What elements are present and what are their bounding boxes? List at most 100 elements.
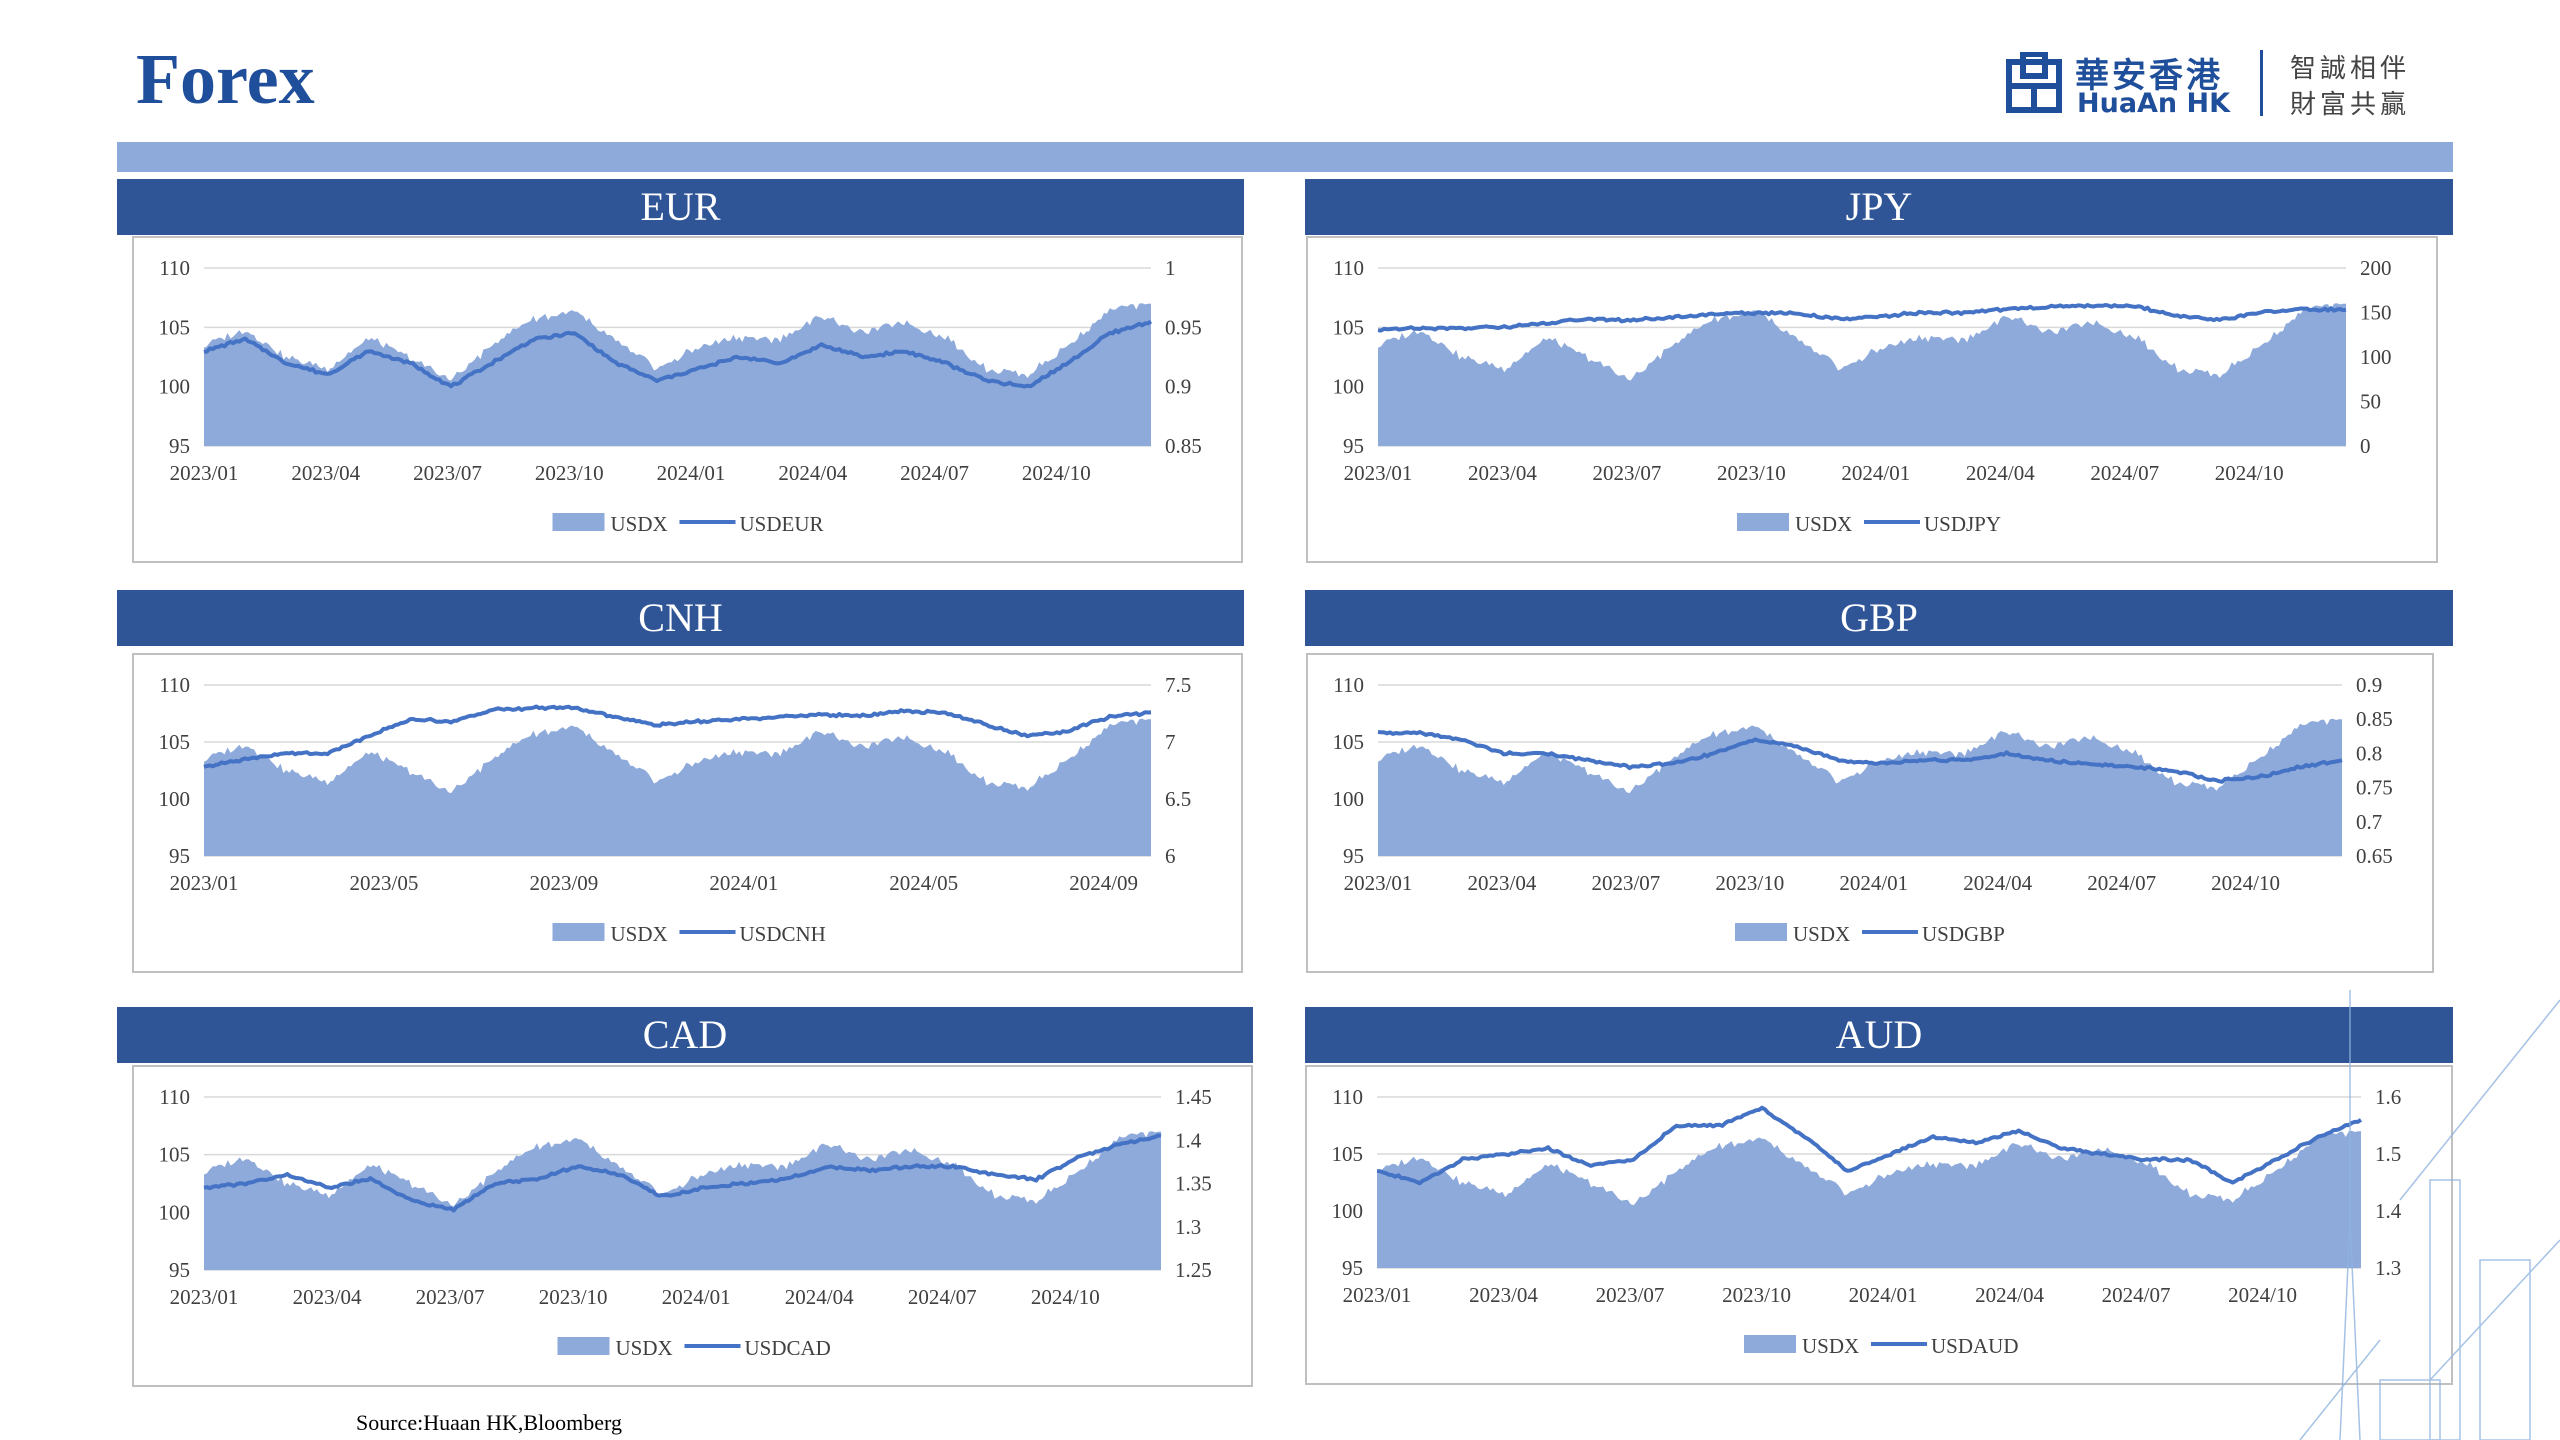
x-tick-label: 2024/01 xyxy=(662,1285,731,1309)
x-tick-label: 2024/04 xyxy=(785,1285,854,1309)
legend-label-area: USDX xyxy=(1802,1334,1859,1358)
y-right-tick-label: 1.3 xyxy=(1175,1215,1201,1239)
legend-label-area: USDX xyxy=(1793,922,1850,946)
y-right-tick-label: 200 xyxy=(2360,256,2392,280)
source-note: Source:Huaan HK,Bloomberg xyxy=(356,1410,622,1435)
chart-aud-svg: 110 105 100 95 1.6 1.5 1.4 1.3 2023/01 2023/04 202… xyxy=(1332,1085,2402,1358)
chart-gbp: 110 105 100 95 0.9 0.85 0.8 0.75 0.7 0.65 2023/01 2… xyxy=(1306,653,2434,973)
legend-swatch-area xyxy=(1744,1335,1796,1353)
y-right-tick-label: 1.6 xyxy=(2375,1085,2401,1109)
x-tick-label: 2024/01 xyxy=(709,871,778,895)
legend-swatch-area xyxy=(1735,923,1787,941)
x-tick-label: 2023/09 xyxy=(529,871,598,895)
panel-header-aud: AUD xyxy=(1305,1007,2453,1063)
x-tick-label: 2023/10 xyxy=(535,461,604,485)
y-left-tick-label: 100 xyxy=(159,1200,191,1224)
x-tick-label: 2024/01 xyxy=(1849,1283,1918,1307)
y-left-tick-label: 110 xyxy=(1333,673,1364,697)
legend-swatch-area xyxy=(1737,513,1789,531)
series-line-usdcad xyxy=(203,1133,1162,1213)
x-tick-label: 2023/07 xyxy=(1591,871,1660,895)
x-tick-label: 2024/07 xyxy=(2087,871,2156,895)
y-left-tick-label: 110 xyxy=(1333,256,1364,280)
y-right-tick-label: 1.3 xyxy=(2375,1256,2401,1280)
x-tick-label: 2024/07 xyxy=(900,461,969,485)
series-area-usdx xyxy=(1377,1130,2361,1268)
x-tick-label: 2024/09 xyxy=(1069,871,1138,895)
legend-label-line: USDCAD xyxy=(745,1336,831,1360)
x-tick-label: 2024/07 xyxy=(2090,461,2159,485)
panel-header-gbp: GBP xyxy=(1305,590,2453,646)
x-tick-label: 2023/07 xyxy=(413,461,482,485)
legend-label-line: USDAUD xyxy=(1931,1334,2019,1358)
series-line-usdcnh xyxy=(203,704,1152,769)
x-tick-label: 2023/10 xyxy=(1717,461,1786,485)
chart-jpy-svg: 110 105 100 95 200 150 100 50 0 2023/01 2023/04 202… xyxy=(1333,256,2392,536)
y-right-tick-label: 0.9 xyxy=(1165,375,1191,399)
legend-label-area: USDX xyxy=(611,512,668,536)
x-tick-label: 2023/10 xyxy=(539,1285,608,1309)
panel-header-cnh: CNH xyxy=(117,590,1244,646)
chart-eur-svg: 110 105 100 95 1 0.95 0.9 0.85 2023/01 2023/04 202… xyxy=(159,256,1202,536)
y-right-tick-label: 0.95 xyxy=(1165,315,1202,339)
x-tick-label: 2024/07 xyxy=(2102,1283,2171,1307)
logo-divider xyxy=(2260,50,2263,116)
chart-cad: 110 105 100 95 1.45 1.4 1.35 1.3 1.25 2023/01 2023… xyxy=(132,1065,1253,1387)
y-left-tick-label: 95 xyxy=(1342,1256,1363,1280)
x-tick-label: 2023/01 xyxy=(1343,1283,1412,1307)
x-tick-label: 2023/04 xyxy=(1468,871,1537,895)
y-right-tick-label: 7 xyxy=(1165,730,1176,754)
x-tick-label: 2023/04 xyxy=(291,461,360,485)
y-left-tick-label: 110 xyxy=(159,256,190,280)
series-area-usdx xyxy=(1378,303,2346,446)
legend-label-line: USDEUR xyxy=(740,512,824,536)
y-left-tick-label: 110 xyxy=(159,1085,190,1109)
x-tick-label: 2024/10 xyxy=(2211,871,2280,895)
y-right-tick-label: 1.5 xyxy=(2375,1142,2401,1166)
chart-cad-svg: 110 105 100 95 1.45 1.4 1.35 1.3 1.25 2023/01 2023… xyxy=(159,1085,1212,1360)
y-left-tick-label: 105 xyxy=(1333,730,1365,754)
y-right-tick-label: 0.7 xyxy=(2356,810,2382,834)
y-left-tick-label: 105 xyxy=(1332,1142,1364,1166)
y-left-tick-label: 105 xyxy=(159,730,191,754)
x-tick-label: 2023/07 xyxy=(416,1285,485,1309)
series-line-usdaud xyxy=(1376,1105,2363,1186)
x-tick-label: 2024/10 xyxy=(2228,1283,2297,1307)
x-tick-label: 2023/01 xyxy=(1344,461,1413,485)
legend-label-area: USDX xyxy=(616,1336,673,1360)
series-line-usdjpy xyxy=(1377,303,2347,333)
x-tick-label: 2024/04 xyxy=(1963,871,2032,895)
x-tick-label: 2023/01 xyxy=(170,871,239,895)
y-right-tick-label: 0.8 xyxy=(2356,741,2382,765)
chart-jpy: 110 105 100 95 200 150 100 50 0 2023/01 2023/04 202… xyxy=(1306,236,2438,563)
legend-swatch-area xyxy=(552,923,605,941)
y-right-tick-label: 0.75 xyxy=(2356,776,2393,800)
y-right-tick-label: 150 xyxy=(2360,301,2392,325)
series-area-usdx xyxy=(1378,718,2342,856)
series-line-usdgbp xyxy=(1377,729,2343,784)
x-tick-label: 2023/05 xyxy=(350,871,419,895)
y-left-tick-label: 95 xyxy=(1343,844,1364,868)
y-left-tick-label: 110 xyxy=(1332,1085,1363,1109)
x-tick-label: 2024/01 xyxy=(657,461,726,485)
legend-swatch-area xyxy=(557,1337,610,1355)
legend-label-area: USDX xyxy=(1795,512,1852,536)
legend-label-line: USDGBP xyxy=(1922,922,2005,946)
huaan-logo-icon xyxy=(2006,52,2062,113)
y-left-tick-label: 110 xyxy=(159,673,190,697)
x-tick-label: 2023/04 xyxy=(1468,461,1537,485)
y-left-tick-label: 100 xyxy=(1333,787,1365,811)
panel-header-cad: CAD xyxy=(117,1007,1253,1063)
logo-en-name: HuaAn HK xyxy=(2077,88,2231,119)
page-title: Forex xyxy=(136,39,315,119)
y-left-tick-label: 105 xyxy=(159,1143,191,1167)
y-left-tick-label: 100 xyxy=(159,375,191,399)
x-tick-label: 2023/07 xyxy=(1592,461,1661,485)
x-tick-label: 2024/05 xyxy=(889,871,958,895)
x-tick-label: 2023/01 xyxy=(170,461,239,485)
chart-cnh: 110 105 100 95 7.5 7 6.5 6 2023/01 2023/05 2023/09… xyxy=(132,653,1243,973)
chart-aud: 110 105 100 95 1.6 1.5 1.4 1.3 2023/01 2023/04 202… xyxy=(1305,1065,2453,1385)
x-tick-label: 2024/01 xyxy=(1839,871,1908,895)
legend-label-line: USDCNH xyxy=(740,922,826,946)
y-right-tick-label: 1.4 xyxy=(2375,1199,2402,1223)
